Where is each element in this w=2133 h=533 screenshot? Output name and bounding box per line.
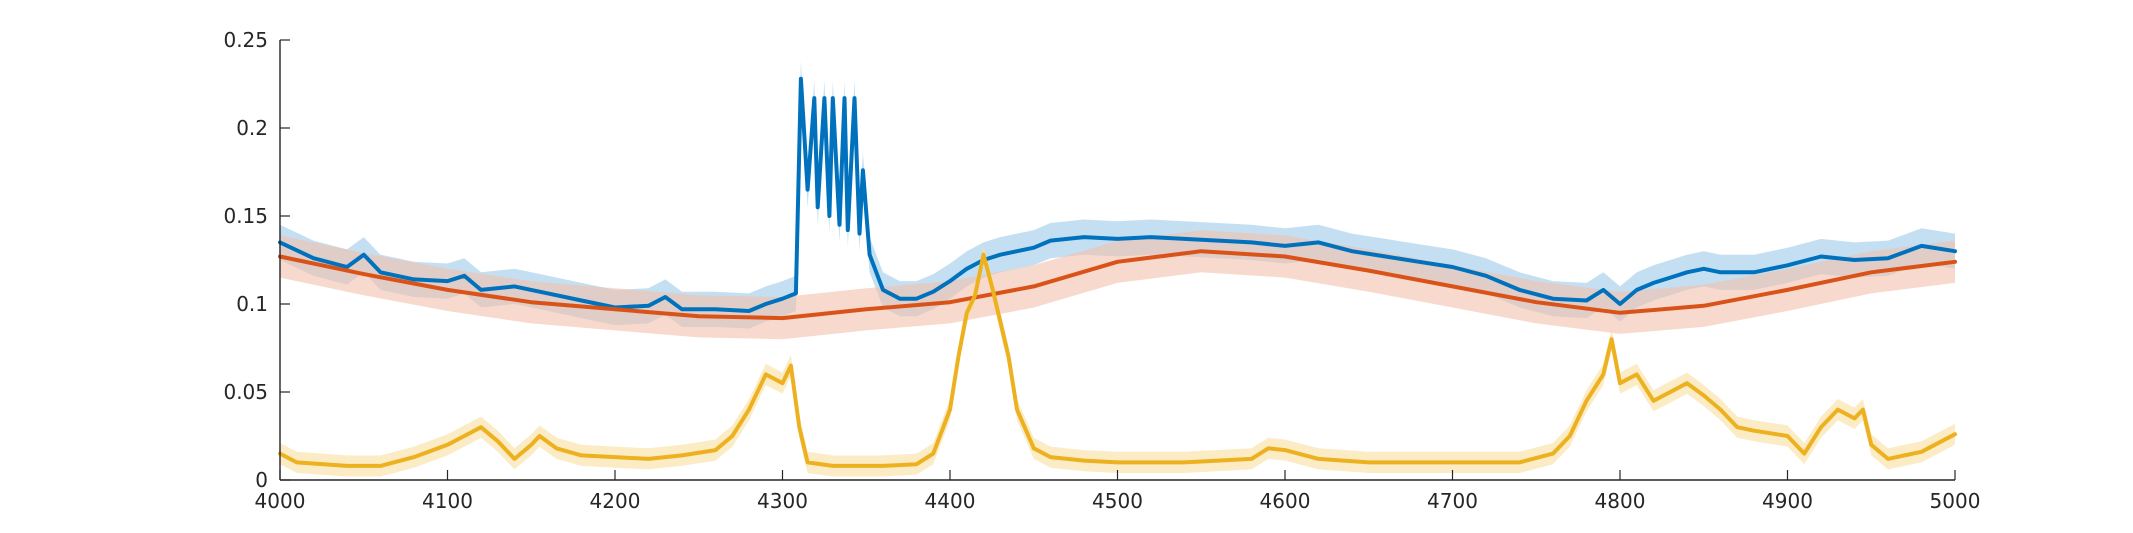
y-tick-label: 0 <box>255 468 268 492</box>
x-tick-label: 4700 <box>1427 489 1478 513</box>
series-0-line <box>278 76 1957 313</box>
x-tick-label: 4100 <box>422 489 473 513</box>
y-tick-label: 0.25 <box>223 28 268 52</box>
series-1-line <box>278 249 1957 321</box>
x-tick-label: 4300 <box>757 489 808 513</box>
x-tick-label: 4200 <box>590 489 641 513</box>
x-tick-label: 4400 <box>925 489 976 513</box>
x-tick-label: 4600 <box>1260 489 1311 513</box>
x-axis-ticks: 4000 4100 4200 4300 4400 4500 4600 4700 4800 4900… <box>255 470 1981 513</box>
series-2-line <box>278 252 1957 468</box>
y-tick-label: 0.05 <box>223 380 268 404</box>
y-tick-label: 0.2 <box>236 116 268 140</box>
x-tick-label: 4900 <box>1762 489 1813 513</box>
y-tick-label: 0.15 <box>223 204 268 228</box>
confidence-bands <box>280 61 1955 477</box>
series-1-band <box>280 230 1955 340</box>
y-tick-label: 0.1 <box>236 292 268 316</box>
y-axis-ticks: 0 0.05 0.1 0.15 0.2 0.25 <box>223 28 290 492</box>
series-lines <box>278 76 1957 468</box>
series-2-band <box>280 244 1955 477</box>
x-tick-label: 5000 <box>1930 489 1981 513</box>
axes: 4000 4100 4200 4300 4400 4500 4600 4700 4800 4900… <box>223 28 1980 513</box>
x-tick-label: 4000 <box>255 489 306 513</box>
x-tick-label: 4500 <box>1092 489 1143 513</box>
x-tick-label: 4800 <box>1595 489 1646 513</box>
